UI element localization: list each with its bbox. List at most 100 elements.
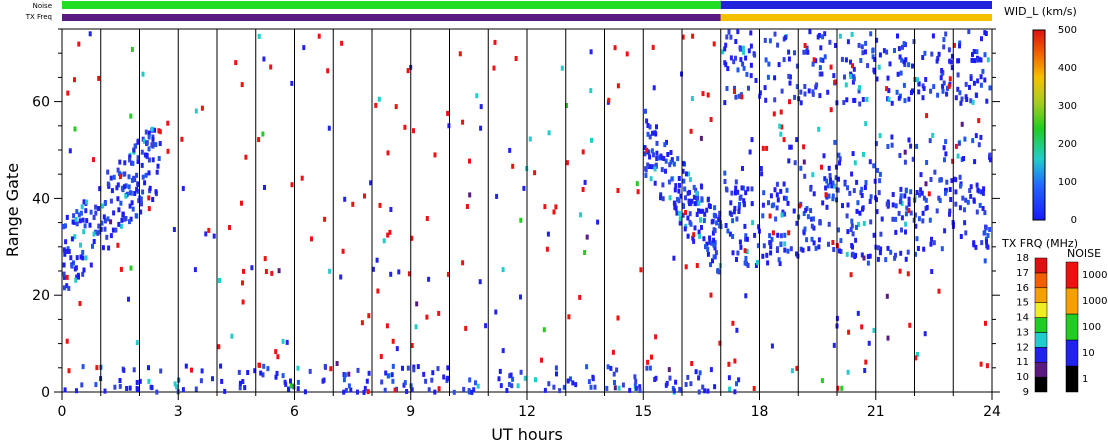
echo-cell <box>783 241 787 247</box>
echo-cell <box>869 219 873 225</box>
echo-cell <box>63 274 66 280</box>
echo-cell <box>446 110 450 116</box>
width-colorbar <box>1032 29 1046 221</box>
echo-cell <box>779 131 783 137</box>
echo-cell <box>122 367 126 373</box>
echo-cell <box>739 244 743 250</box>
echo-cell <box>922 86 926 91</box>
txfreq-colorbar-title: TX FRQ (MHz) <box>1001 237 1078 250</box>
echo-cell <box>723 100 727 106</box>
echo-cell <box>734 179 738 185</box>
echo-cell <box>75 221 79 227</box>
echo-cell <box>84 208 88 214</box>
echo-cell <box>341 248 345 254</box>
echo-cell <box>946 85 949 91</box>
echo-cell <box>412 367 416 373</box>
echo-cell <box>829 64 833 70</box>
echo-cell <box>718 340 722 346</box>
echo-cell <box>645 365 649 371</box>
echo-cell <box>181 186 185 191</box>
echo-cell <box>886 144 890 149</box>
echo-cell <box>360 320 364 326</box>
echo-cell <box>262 56 266 62</box>
echo-cell <box>581 149 585 155</box>
echo-cell <box>148 185 152 191</box>
echo-cell <box>735 327 739 333</box>
echo-cell <box>829 177 832 183</box>
echo-cell <box>735 216 739 222</box>
echo-cell <box>65 248 69 254</box>
echo-cell <box>85 199 89 205</box>
echo-cell <box>479 104 483 110</box>
echo-cell <box>921 55 925 60</box>
echo-cell <box>673 202 677 208</box>
echo-cell <box>522 185 526 191</box>
echo-cell <box>422 371 426 377</box>
echo-cell <box>261 131 265 137</box>
echo-cell <box>702 218 706 224</box>
echo-cell <box>708 235 712 241</box>
echo-cell <box>775 192 779 198</box>
echo-cell <box>77 212 81 218</box>
echo-cell <box>73 234 77 240</box>
echo-cell <box>377 96 381 102</box>
echo-cell <box>621 382 625 388</box>
echo-cell <box>766 74 770 80</box>
echo-cell <box>975 49 979 55</box>
echo-cell <box>127 184 131 190</box>
echo-cell <box>98 186 102 192</box>
echo-cell <box>653 180 657 186</box>
echo-cell <box>542 327 546 333</box>
echo-cell <box>71 219 75 225</box>
echo-cell <box>181 387 185 393</box>
echo-cell <box>872 163 876 169</box>
echo-cell <box>385 323 389 329</box>
echo-cell <box>308 368 312 374</box>
echo-cell <box>116 196 120 202</box>
echo-cell <box>909 189 913 195</box>
txfreq-colorbar-tick: 18 <box>1016 253 1029 264</box>
echo-cell <box>739 57 743 63</box>
echo-cell <box>137 182 140 187</box>
echo-cell <box>79 242 82 248</box>
echo-cell <box>583 250 587 255</box>
echo-cell <box>478 279 482 285</box>
echo-cell <box>982 186 986 192</box>
echo-cell <box>964 94 968 100</box>
echo-cell <box>763 37 767 43</box>
echo-cell <box>903 149 907 155</box>
echo-cell <box>129 190 133 196</box>
echo-cell <box>390 372 394 378</box>
echo-cell <box>904 57 908 63</box>
echo-cell <box>394 104 398 110</box>
echo-cell <box>914 251 917 257</box>
echo-cell <box>94 204 98 210</box>
echo-cell <box>238 385 242 391</box>
echo-cell <box>605 385 609 391</box>
echo-cell <box>873 69 877 75</box>
echo-cell <box>742 201 746 207</box>
echo-cell <box>613 385 617 391</box>
echo-cell <box>281 373 285 379</box>
echo-cell <box>511 163 515 169</box>
echo-cell <box>773 75 777 81</box>
echo-cell <box>498 368 502 374</box>
echo-cell <box>410 235 414 241</box>
echo-cell <box>710 219 714 225</box>
echo-cell <box>788 74 792 80</box>
echo-cell <box>519 369 523 375</box>
echo-cell <box>840 385 844 391</box>
echo-cell <box>65 214 69 220</box>
echo-cell <box>846 202 850 208</box>
txfreq-colorbar-tick: 15 <box>1016 298 1029 309</box>
echo-cell <box>323 216 327 222</box>
echo-cell <box>514 56 518 61</box>
echo-cell <box>986 57 990 63</box>
echo-cell <box>104 218 107 224</box>
echo-cell <box>691 235 695 241</box>
echo-cell <box>674 205 678 211</box>
echo-cell <box>780 124 784 130</box>
echo-cell <box>743 223 747 229</box>
echo-cell <box>744 236 748 242</box>
width-colorbar-tick: 300 <box>1058 101 1077 112</box>
